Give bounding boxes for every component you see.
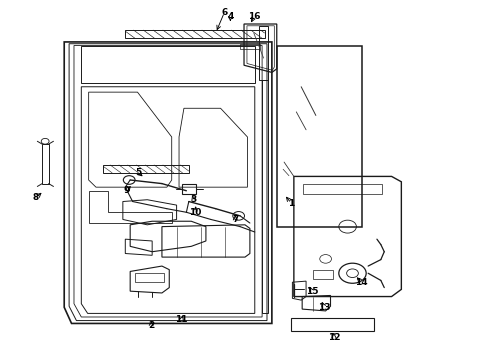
Text: 1: 1 (288, 199, 294, 208)
Text: 16: 16 (247, 12, 260, 21)
Text: 5: 5 (135, 168, 142, 177)
Text: 14: 14 (355, 278, 368, 287)
Text: 8: 8 (33, 193, 39, 202)
Text: 13: 13 (318, 303, 330, 312)
Text: 11: 11 (175, 315, 188, 324)
Text: 6: 6 (221, 8, 227, 17)
Text: 15: 15 (306, 287, 318, 296)
Text: 3: 3 (191, 195, 197, 204)
Text: 2: 2 (148, 321, 154, 330)
Text: 9: 9 (123, 186, 130, 195)
Text: 4: 4 (227, 12, 234, 21)
Text: 7: 7 (232, 215, 239, 224)
Text: 10: 10 (189, 208, 201, 217)
Text: 12: 12 (328, 333, 340, 342)
